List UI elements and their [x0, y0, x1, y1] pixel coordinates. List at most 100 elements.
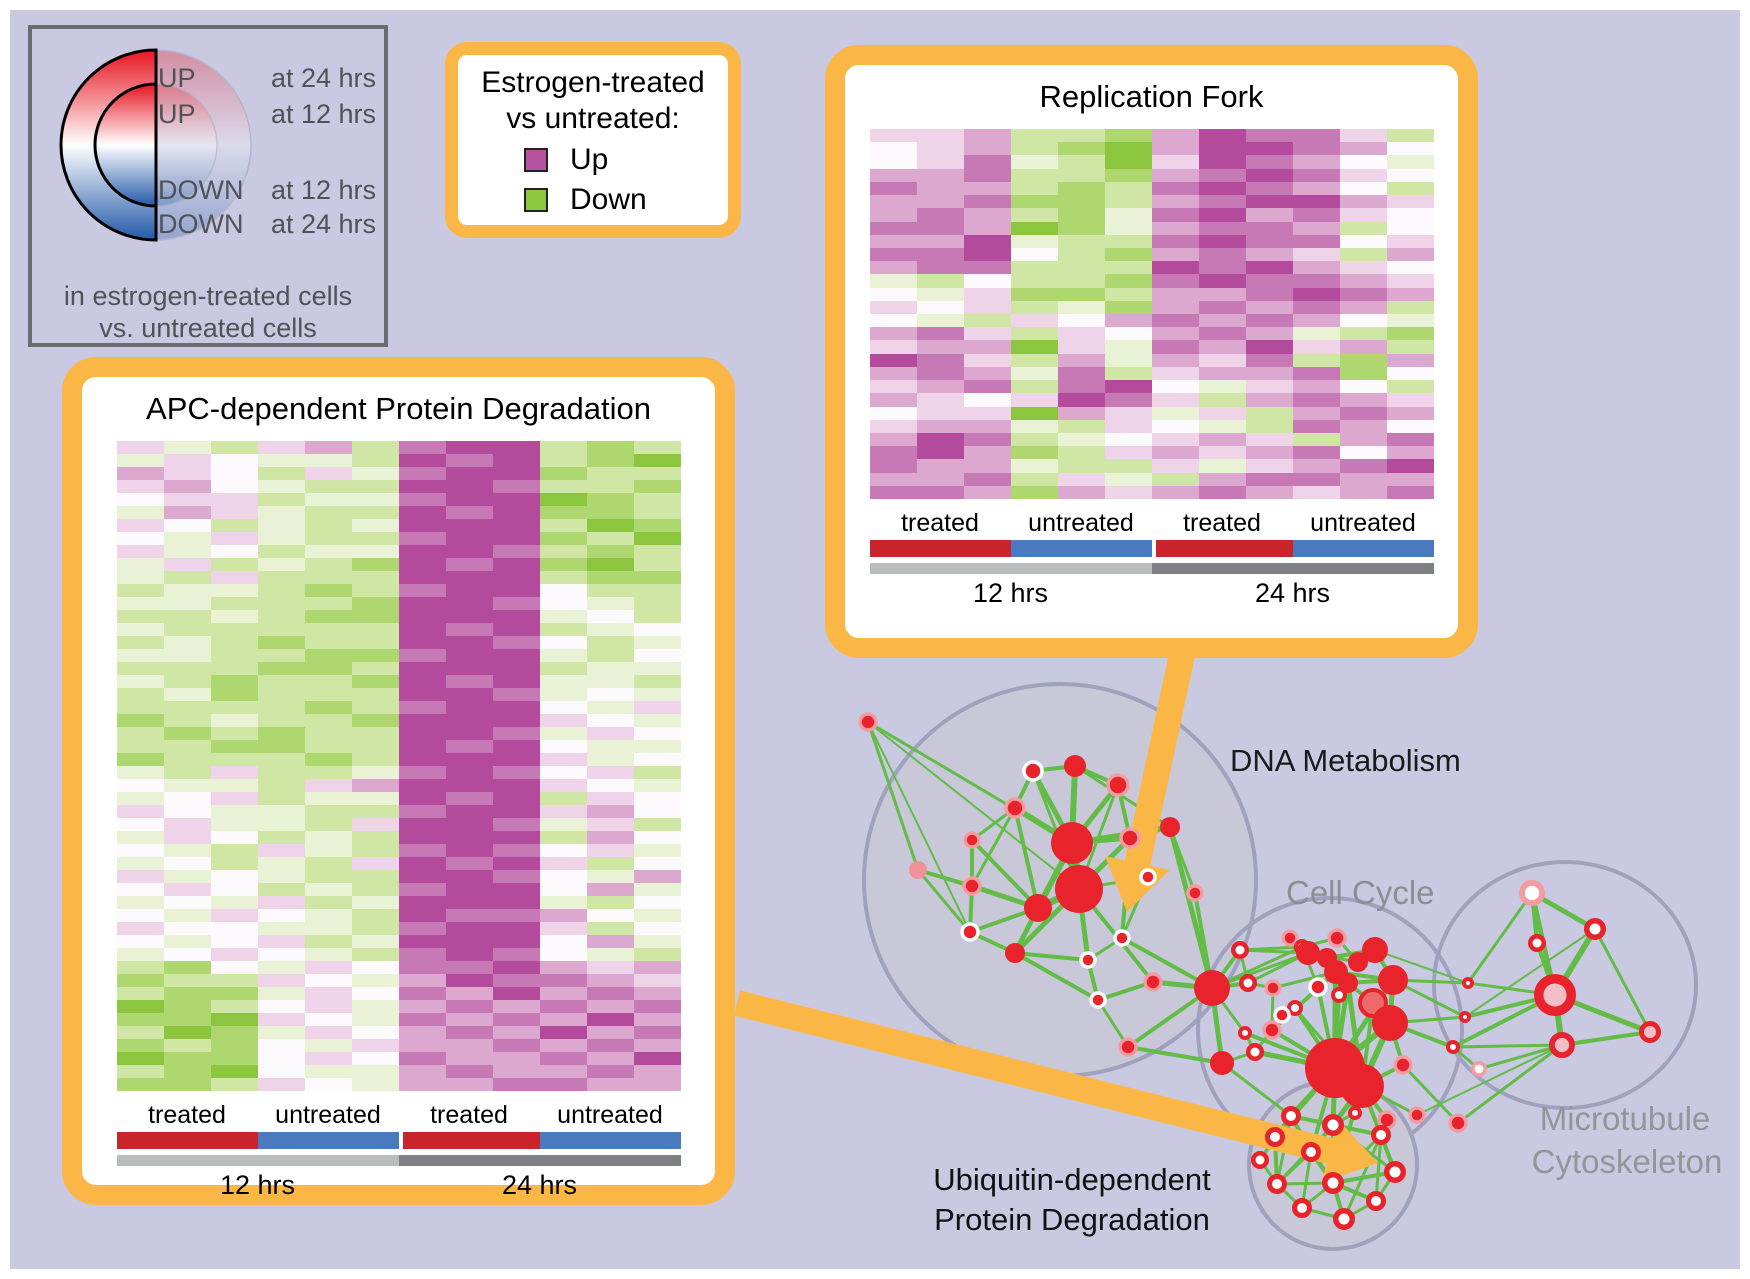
- heatmap-cell: [398, 1052, 446, 1065]
- heatmap-cell: [916, 314, 964, 328]
- heatmap-cell: [916, 221, 964, 235]
- heatmap-cell: [492, 688, 540, 701]
- heatmap-cell: [1057, 261, 1105, 275]
- heatmap-cell: [351, 922, 399, 935]
- network-node: [1194, 970, 1230, 1006]
- condition-labels: treated untreated treated untreated: [117, 1101, 681, 1130]
- heatmap-cell: [1386, 287, 1434, 301]
- heatmap-cell: [1010, 234, 1058, 248]
- heatmap-cell: [163, 935, 211, 948]
- heatmap-cell: [916, 300, 964, 314]
- heatmap-cell: [1104, 327, 1152, 341]
- heatmap-cell: [445, 636, 493, 649]
- heatmap-cell: [539, 688, 587, 701]
- network-node: [1119, 827, 1141, 849]
- heatmap-cell: [633, 1013, 681, 1026]
- heatmap-cell: [116, 870, 164, 883]
- network-node: [1322, 1172, 1344, 1194]
- heatmap-cell: [116, 974, 164, 987]
- heatmap-cell: [304, 441, 352, 454]
- network-node: [1231, 941, 1249, 959]
- heatmap-cell: [1057, 419, 1105, 433]
- heatmap-cell: [916, 155, 964, 169]
- heatmap-cell: [633, 597, 681, 610]
- heatmap-cell: [1198, 168, 1246, 182]
- condition-label: untreated: [557, 1101, 663, 1129]
- heatmap-cell: [633, 519, 681, 532]
- heatmap-cell: [1386, 446, 1434, 460]
- heatmap-cell: [1151, 340, 1199, 354]
- heatmap-cell: [1151, 432, 1199, 447]
- heatmap-cell: [633, 675, 681, 688]
- heatmap-cell: [257, 1013, 305, 1026]
- heatmap-cell: [1292, 181, 1340, 196]
- heatmap-cell: [1245, 432, 1293, 447]
- heatmap-cell: [304, 896, 352, 909]
- heatmap-cell: [633, 818, 681, 831]
- heatmap-cell: [1386, 485, 1434, 499]
- heatmap-cell: [257, 597, 305, 610]
- heatmap-cell: [539, 1078, 587, 1091]
- heatmap-cell: [1339, 247, 1387, 262]
- heatmap-cell: [869, 300, 917, 314]
- heatmap-cell: [1245, 459, 1293, 473]
- heatmap-cell: [445, 753, 493, 766]
- heatmap-cell: [116, 480, 164, 493]
- heatmap-cell: [869, 247, 917, 262]
- heatmap-cell: [304, 493, 352, 506]
- heatmap-cell: [210, 545, 258, 558]
- heatmap-cell: [210, 805, 258, 818]
- heatmap-cell: [257, 1078, 305, 1091]
- heatmap-cell: [116, 532, 164, 545]
- network-node: [1372, 1005, 1408, 1041]
- untreated-bar: [257, 1132, 399, 1149]
- network-edge: [1013, 806, 1040, 910]
- heatmap-cell: [163, 909, 211, 922]
- heatmap-cell: [116, 909, 164, 922]
- heatmap-cell: [1057, 432, 1105, 447]
- heatmap-cell: [116, 714, 164, 727]
- heatmap-cell: [304, 649, 352, 662]
- heatmap-cell: [586, 519, 634, 532]
- heatmap-cell: [963, 247, 1011, 262]
- heatmap-cell: [539, 441, 587, 454]
- heatmap-cell: [398, 909, 446, 922]
- heatmap-cell: [398, 1013, 446, 1026]
- heatmap-cell: [351, 480, 399, 493]
- heatmap-cell: [586, 532, 634, 545]
- heatmap-cell: [163, 558, 211, 571]
- heatmap-cell: [304, 805, 352, 818]
- heatmap-cell: [398, 480, 446, 493]
- heatmap-cell: [304, 467, 352, 480]
- heatmap-cell: [1057, 195, 1105, 209]
- heatmap-cell: [1010, 314, 1058, 328]
- heatmap-cell: [304, 1013, 352, 1026]
- heatmap-cell: [1386, 340, 1434, 354]
- heatmap-cell: [1151, 459, 1199, 473]
- heatmap-cell: [539, 558, 587, 571]
- heatmap-cell: [304, 558, 352, 571]
- heatmap-cell: [257, 922, 305, 935]
- heatmap-cell: [1386, 129, 1434, 143]
- heatmap-cell: [116, 584, 164, 597]
- heatmap-cell: [492, 584, 540, 597]
- heatmap-cell: [257, 753, 305, 766]
- heatmap-cell: [445, 532, 493, 545]
- heatmap-cell: [351, 779, 399, 792]
- heatmap-cell: [210, 558, 258, 571]
- heatmap-cell: [586, 454, 634, 467]
- network-node: [1638, 1020, 1661, 1043]
- network-node: [1533, 973, 1576, 1016]
- heatmap-cell: [633, 883, 681, 896]
- heatmap-cell: [539, 792, 587, 805]
- heatmap-cell: [1151, 406, 1199, 420]
- heatmap-cell: [492, 935, 540, 948]
- heatmap-cell: [1245, 168, 1293, 182]
- network-node: [1287, 1000, 1303, 1016]
- heatmap-cell: [116, 1065, 164, 1078]
- heatmap-cell: [869, 287, 917, 301]
- heatmap-cell: [1245, 261, 1293, 275]
- heatmap-cell: [116, 1013, 164, 1026]
- heatmap-cell: [963, 393, 1011, 407]
- heatmap-cell: [916, 366, 964, 381]
